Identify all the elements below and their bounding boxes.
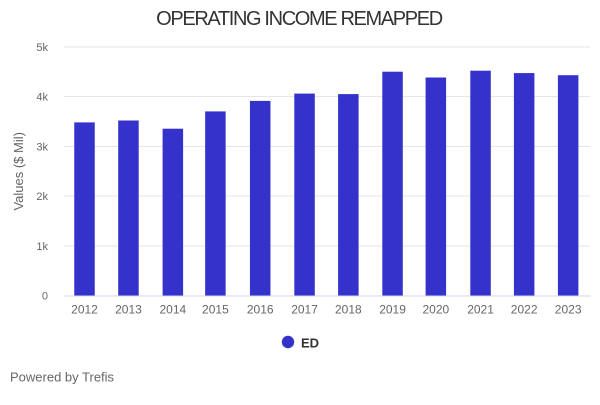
svg-text:2014: 2014: [159, 303, 186, 317]
svg-text:OPERATING INCOME REMAPPED: OPERATING INCOME REMAPPED: [156, 8, 443, 30]
svg-text:2021: 2021: [467, 303, 494, 317]
svg-text:2k: 2k: [36, 191, 48, 203]
svg-text:0: 0: [42, 291, 48, 303]
svg-text:2020: 2020: [422, 303, 449, 317]
svg-text:ED: ED: [301, 335, 319, 350]
svg-text:2022: 2022: [511, 303, 538, 317]
svg-text:Powered by Trefis: Powered by Trefis: [10, 370, 115, 385]
svg-text:5k: 5k: [36, 42, 48, 54]
svg-text:1k: 1k: [36, 241, 48, 253]
svg-text:Values ($ Mil): Values ($ Mil): [11, 132, 26, 211]
svg-text:2016: 2016: [247, 303, 274, 317]
svg-text:2015: 2015: [202, 303, 229, 317]
svg-text:4k: 4k: [36, 92, 48, 104]
svg-text:2012: 2012: [71, 303, 98, 317]
svg-text:2013: 2013: [115, 303, 142, 317]
svg-text:2019: 2019: [379, 303, 406, 317]
svg-text:2023: 2023: [555, 303, 582, 317]
svg-text:2018: 2018: [335, 303, 362, 317]
svg-text:2017: 2017: [291, 303, 318, 317]
svg-text:3k: 3k: [36, 141, 48, 153]
